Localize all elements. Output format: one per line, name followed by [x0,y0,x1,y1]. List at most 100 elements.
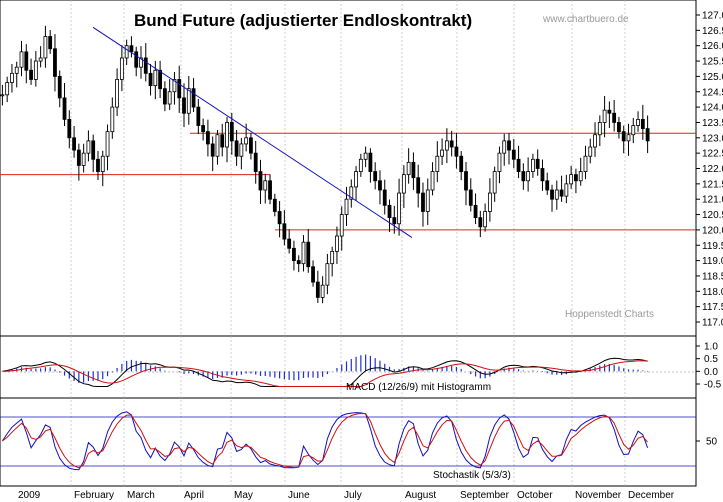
price-candle-body [19,51,24,68]
price-candle-body [148,72,153,87]
price-candle-body [387,204,392,219]
price-tick-label: 123.5 [702,118,723,129]
price-candle-body [5,82,10,96]
price-candle-body [449,140,454,148]
price-tick-label: 119.0 [702,256,723,267]
price-candle-body [162,88,167,105]
price-candle-body [502,140,507,154]
price-candle-body [602,109,607,123]
price-candle-body [33,60,38,80]
price-candle-body [38,57,43,62]
price-candle-body [57,76,62,99]
month-labels: 2009 February March April May June July August S… [18,490,675,501]
price-candle-body [397,192,401,225]
price-candle-body [268,180,272,200]
price-candle-body [464,171,468,191]
price-candle-body [158,69,163,90]
price-candle-body [287,238,292,249]
price-candle-body [191,88,196,108]
price-candle-body [10,72,14,83]
price-candle-body [210,143,215,157]
stoch-axis: 50 [696,437,718,448]
price-candle-body [406,161,411,176]
stoch-d-line [2,412,648,469]
price-candle-body [597,122,602,136]
price-tick-label: 121.0 [702,195,723,206]
price-candle-body [473,204,478,219]
price-candle-body [526,171,531,182]
price-candle-body [153,69,158,87]
macd-label: MACD (12/26/9) mit Histogramm [346,382,491,393]
price-tick-label: 117.5 [702,302,723,313]
price-candle-body [588,146,593,157]
price-candle-body [468,189,473,206]
price-candle-body [311,266,315,283]
price-candle-body [349,186,354,200]
price-candle-body [14,66,19,74]
price-candle-body [421,192,425,212]
price-tick-label: 127.0 [702,11,723,22]
price-tick-label: 122.5 [702,149,723,160]
price-tick-label: 120.5 [702,210,723,221]
month-label: April [184,490,204,501]
price-candle-body [263,180,268,191]
price-candle-body [640,118,645,129]
price-candle-body [206,131,210,145]
price-candle-body [358,158,363,172]
macd-tick-label: 1.0 [704,342,718,353]
price-candle-body [272,198,277,212]
month-label: September [460,490,510,501]
price-candle-body [583,155,588,172]
price-tick-label: 124.5 [702,87,723,98]
stoch-label: Stochastik (5/3/3) [433,470,511,481]
price-candle-body [550,189,554,200]
price-candle-body [612,112,617,123]
price-candle-body [617,122,621,133]
month-label: November [575,490,622,501]
price-tick-label: 118.5 [702,271,723,282]
price-candle-body [81,152,86,166]
price-candle-body [139,57,143,68]
price-candle-body [110,106,115,133]
stoch-tick-label: 50 [706,437,718,448]
price-candle-body [574,174,578,182]
price-candle-body [569,174,574,185]
price-candle-body [172,79,177,93]
macd-panel [0,335,697,399]
stoch-panel [0,397,697,487]
price-candle-body [43,36,48,59]
price-candle-body [177,79,182,99]
price-candle-body [444,140,449,151]
downtrend-line [92,26,413,238]
chart-title: Bund Future (adjustierter Endloskontrakt… [134,11,472,30]
price-candle-body [545,180,550,191]
price-candle-body [478,217,483,228]
price-candle-body [119,57,124,80]
price-tick-label: 125.5 [702,57,723,68]
month-label: July [344,490,362,501]
price-candle-body [645,128,650,142]
price-candle-body [24,51,29,71]
price-candle-body [76,149,81,166]
price-candle-body [631,125,636,136]
price-candle-body [401,174,406,194]
price-candle-body [29,69,33,80]
price-candle-body [258,171,263,191]
price-candle-body [435,155,440,172]
price-candle-body [244,137,249,145]
price-candle-body [186,88,191,114]
price-tick-label: 123.0 [702,133,723,144]
price-candle-body [564,183,569,197]
price-candle-body [0,94,5,97]
price-candle-body [454,146,459,157]
price-candle-body [124,45,129,59]
price-tick-label: 121.5 [702,179,723,190]
price-candle-body [487,192,492,212]
price-candle-body [306,241,311,268]
price-candle-body [540,168,545,182]
price-candle-body [492,171,497,194]
price-tick-label: 122.0 [702,164,723,175]
price-candle-body [201,125,206,133]
price-candle-body [330,250,335,265]
price-panel [0,0,697,337]
